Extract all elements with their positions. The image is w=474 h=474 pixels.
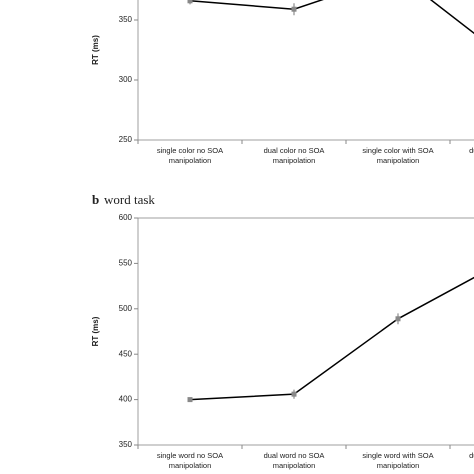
x-tick-label: dual word with SOA manipolation (469, 451, 474, 460)
panel-letter: b (92, 192, 99, 207)
y-tick-label: 550 (119, 259, 133, 268)
y-tick-label: 500 (119, 304, 133, 313)
x-tick-label-box: dual word no SOA manipolation (263, 451, 325, 470)
marker (187, 0, 193, 4)
x-tick-label-box: dual word with SOA manipolation (469, 451, 474, 460)
y-tick-label: 300 (119, 75, 133, 84)
marker (395, 316, 401, 322)
series-line (189, 0, 474, 35)
x-tick-label: single word no SOA manipolation (156, 451, 224, 470)
y-tick-label: 600 (119, 213, 133, 222)
x-tick-label: single word with SOA manipolation (362, 451, 434, 470)
y-tick-label: 400 (119, 395, 133, 404)
x-tick-label: dual color no SOA manipolation (263, 146, 325, 165)
marker (291, 391, 297, 397)
x-tick-label: single color no SOA manipolation (156, 146, 224, 165)
x-tick-label-box: single color no SOA manipolation (156, 146, 224, 165)
y-tick-label: 450 (119, 349, 133, 358)
x-tick-label-box: single word with SOA manipolation (362, 451, 434, 470)
x-tick-label-box: single color with SOA manipolation (362, 146, 434, 165)
marker (291, 6, 297, 12)
y-tick-label: 250 (119, 135, 133, 144)
y-axis-label: RT (ms) (91, 35, 100, 65)
series-line (189, 276, 474, 401)
y-tick-label: 350 (119, 15, 133, 24)
x-tick-label: single color with SOA manipolation (362, 146, 434, 165)
panel-title: word task (104, 192, 155, 207)
x-tick-label-box: dual color with SOA manipolation (469, 146, 474, 155)
x-tick-label-box: single word no SOA manipolation (156, 451, 224, 470)
x-tick-label: dual word no SOA manipolation (263, 451, 325, 470)
marker (187, 397, 193, 403)
x-tick-label-box: dual color no SOA manipolation (263, 146, 325, 165)
y-axis-label: RT (ms) (91, 316, 100, 346)
x-tick-label: dual color with SOA manipolation (469, 146, 474, 155)
y-tick-label: 350 (119, 440, 133, 449)
